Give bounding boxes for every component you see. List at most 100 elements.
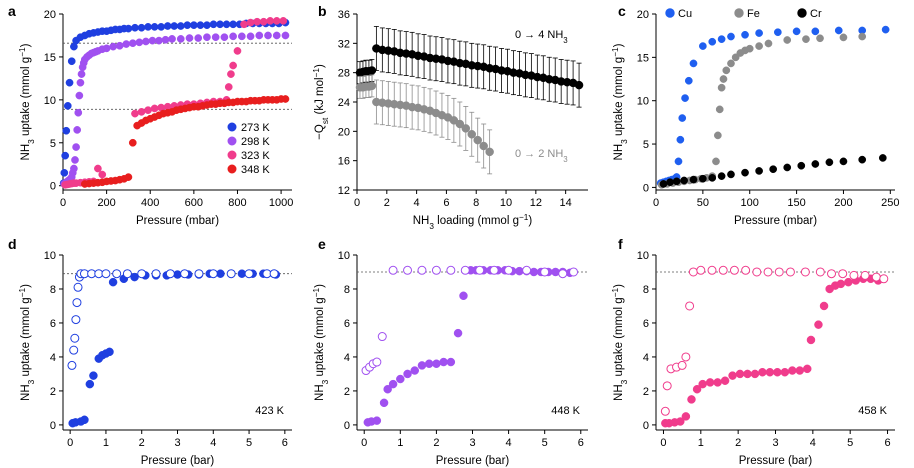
data-point — [755, 29, 763, 37]
x-tick-label: 0 — [60, 197, 66, 209]
data-point — [281, 95, 290, 103]
data-point — [719, 75, 728, 83]
x-axis-title: Pressure (mbar) — [734, 215, 817, 227]
x-tick-label: 2 — [433, 437, 439, 449]
panel-letter-d: d — [8, 236, 17, 252]
x-tick-label: 1 — [698, 437, 704, 449]
x-tick-label: 5 — [542, 437, 548, 449]
x-tick-label: 12 — [530, 197, 542, 209]
data-point — [459, 291, 468, 301]
data-point — [699, 42, 707, 50]
data-point — [827, 269, 837, 279]
data-point — [881, 25, 890, 34]
data-point — [741, 168, 749, 177]
data-point — [839, 33, 848, 42]
data-point — [272, 17, 281, 25]
legend-label: 348 K — [241, 164, 270, 176]
data-point — [432, 359, 441, 368]
data-point — [712, 157, 720, 166]
data-point — [800, 267, 810, 277]
x-tick-label: 0 — [67, 437, 73, 449]
data-point — [131, 23, 139, 32]
data-point — [246, 18, 255, 27]
data-point — [834, 26, 843, 35]
data-point — [150, 23, 159, 31]
y-tick-label: 4 — [344, 352, 350, 364]
data-point — [203, 33, 211, 42]
data-point — [124, 24, 133, 33]
panel-a: a 0 200 400 600 800 1000 0 5 10 15 20 Pressure (mbar… — [8, 3, 293, 227]
x-tick-label: 800 — [228, 197, 246, 209]
legend-marker — [227, 122, 237, 132]
data-point — [224, 83, 233, 91]
legend-marker — [227, 136, 237, 146]
data-point — [816, 34, 824, 43]
data-point — [194, 34, 203, 42]
data-point — [764, 39, 773, 48]
data-point — [183, 21, 192, 30]
data-point — [453, 328, 463, 338]
data-point — [687, 395, 696, 404]
legend-marker — [797, 8, 807, 18]
data-point — [403, 265, 413, 275]
x-tick-label: 14 — [560, 197, 572, 209]
x-tick-label: 6 — [282, 437, 288, 449]
data-point — [70, 164, 78, 173]
y-tick-label: 10 — [338, 250, 350, 262]
data-point — [660, 406, 670, 416]
y-tick-label: 0 — [50, 181, 56, 193]
x-tick-label: 0 — [361, 437, 367, 449]
series-298-k — [60, 31, 290, 188]
data-point — [741, 30, 749, 39]
data-point — [208, 269, 218, 279]
x-tick-label: 50 — [697, 197, 709, 209]
data-point — [74, 108, 83, 117]
data-point — [692, 384, 702, 394]
data-point — [755, 167, 763, 175]
data-point — [379, 398, 389, 408]
panel-c: c 0 50 100 150 200 250 0 5 10 15 20 Pressure (mbar) N… — [611, 3, 900, 227]
data-point — [461, 124, 471, 133]
legend-label: Cr — [810, 8, 822, 20]
x-tick-label: 6 — [443, 197, 449, 209]
x-axis-title: NH3 loading (mmol g−1) — [413, 213, 533, 231]
data-point — [797, 161, 806, 170]
panel-e: e 0 1 2 3 4 5 6 0 2 4 6 8 10 Pressure (bar) NH3 uptake … — [312, 236, 588, 467]
data-point — [858, 32, 867, 41]
data-point — [229, 61, 237, 70]
data-point — [246, 32, 255, 41]
annotation-0-2: 0 → 2 NH3 — [515, 148, 568, 164]
data-point — [396, 374, 405, 384]
y-tick-label: 15 — [44, 52, 56, 64]
data-point — [727, 59, 735, 68]
data-point — [105, 347, 114, 357]
data-point — [85, 379, 95, 389]
data-point — [574, 80, 584, 90]
data-point — [446, 357, 456, 367]
data-point — [689, 59, 698, 68]
data-point — [94, 164, 102, 173]
data-point — [684, 76, 693, 85]
data-point — [551, 267, 560, 277]
y-axis-title: NH3 uptake (mmol g−1) — [312, 284, 330, 401]
y-tick-label: 6 — [643, 318, 649, 330]
y-tick-label: 16 — [338, 156, 350, 168]
x-axis-title: Pressure (bar) — [739, 455, 813, 467]
data-point — [839, 157, 848, 166]
data-point — [871, 272, 881, 282]
legend-label: 323 K — [241, 150, 270, 162]
x-tick-label: 4 — [414, 197, 420, 209]
data-point — [708, 174, 717, 182]
data-point — [209, 20, 218, 29]
x-axis-title: Pressure (bar) — [436, 455, 510, 467]
data-point — [806, 335, 816, 345]
x-tick-label: 0 — [653, 197, 659, 209]
series-adsorption — [68, 269, 281, 428]
data-point — [713, 378, 722, 387]
panel-letter-e: e — [318, 236, 326, 252]
data-point — [279, 17, 288, 25]
data-point — [858, 155, 867, 164]
series-cr — [659, 154, 887, 188]
temperature-label: 448 K — [551, 405, 580, 417]
